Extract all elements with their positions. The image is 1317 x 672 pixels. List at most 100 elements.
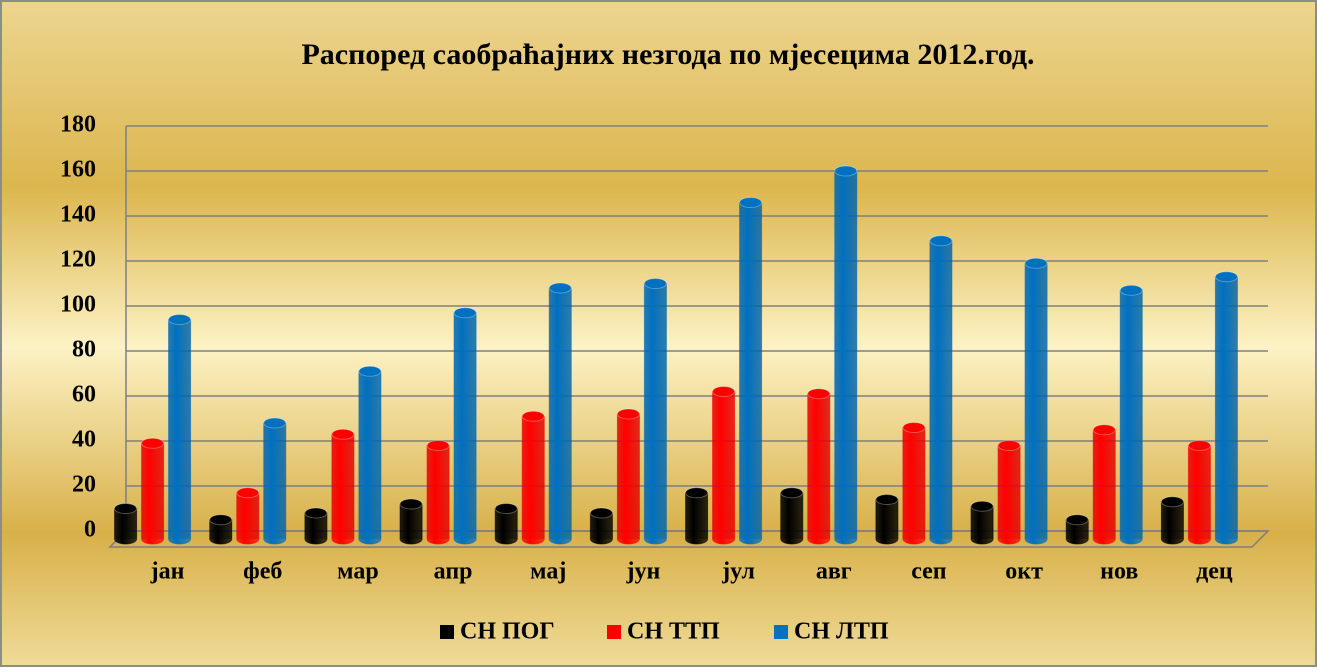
- bar: [929, 240, 953, 545]
- bar-top: [1092, 424, 1116, 436]
- bar: [399, 503, 423, 545]
- y-tick-label: 160: [60, 157, 96, 183]
- bar: [739, 202, 763, 545]
- x-tick-label: јул: [721, 559, 755, 585]
- bar: [1092, 429, 1116, 545]
- bar-top: [902, 422, 926, 433]
- x-tick-label: окт: [1005, 559, 1043, 585]
- x-tick-label: јун: [626, 559, 661, 585]
- bar: [875, 499, 899, 545]
- bar-top: [875, 494, 899, 505]
- bar-top: [236, 487, 260, 499]
- bar: [807, 393, 831, 545]
- bar: [685, 492, 709, 545]
- bar: [426, 445, 450, 545]
- y-tick-label: 60: [72, 382, 96, 408]
- x-tick-label: дец: [1196, 559, 1233, 585]
- bar: [1119, 289, 1143, 545]
- x-tick-label: јан: [150, 559, 185, 585]
- bar-top: [1214, 271, 1238, 283]
- y-tick-label: 120: [60, 247, 96, 273]
- bar: [834, 170, 858, 545]
- y-tick-label: 20: [72, 472, 96, 498]
- y-tick-label: 40: [72, 427, 96, 453]
- bar: [548, 287, 572, 545]
- bar: [970, 505, 994, 545]
- x-tick-label: мар: [337, 559, 379, 585]
- bar-top: [263, 417, 287, 429]
- bar-top: [358, 365, 382, 377]
- bar: [780, 492, 804, 545]
- y-tick-label: 80: [72, 337, 96, 363]
- bar-top: [494, 503, 518, 514]
- bar-top: [834, 165, 858, 177]
- x-tick-label: мај: [530, 559, 566, 585]
- bar: [1187, 445, 1211, 545]
- y-tick-label: 0: [84, 517, 96, 543]
- bar-top: [426, 440, 450, 451]
- bar: [263, 422, 287, 545]
- bar: [494, 508, 518, 545]
- legend-label: СН ПОГ: [460, 619, 555, 645]
- bar-top: [1065, 514, 1089, 526]
- legend-swatch: [440, 625, 454, 639]
- bar-top: [712, 386, 736, 397]
- bar: [304, 512, 328, 545]
- legend-swatch: [607, 625, 621, 639]
- x-tick-label: авг: [816, 559, 852, 585]
- bar-top: [141, 437, 165, 449]
- bar-top: [643, 278, 667, 289]
- legend-label: СН ЛТП: [794, 619, 889, 645]
- bar: [997, 445, 1021, 545]
- y-tick-label: 180: [60, 112, 96, 138]
- bar: [358, 370, 382, 545]
- bar: [331, 433, 355, 545]
- bar-top: [1024, 257, 1048, 269]
- bar: [589, 512, 613, 545]
- x-tick-label: сеп: [911, 559, 947, 585]
- legend-label: СН ТТП: [627, 619, 720, 645]
- bar-top: [331, 428, 355, 440]
- legend-swatch: [774, 625, 788, 639]
- bar: [168, 319, 192, 545]
- bar-top: [1187, 440, 1211, 451]
- bar: [712, 391, 736, 545]
- bar-top: [929, 235, 953, 247]
- bar-top: [739, 197, 763, 208]
- bar-top: [209, 514, 233, 526]
- x-tick-label: феб: [243, 559, 282, 585]
- bar: [209, 519, 233, 545]
- bar-top: [114, 503, 138, 514]
- bar: [1214, 276, 1238, 545]
- bar: [141, 442, 165, 545]
- bar-top: [399, 498, 423, 510]
- bar: [1024, 262, 1048, 545]
- bar-top: [616, 408, 640, 420]
- bar-top: [548, 282, 572, 294]
- bar-top: [521, 410, 545, 422]
- bar-top: [168, 314, 192, 325]
- bar-top: [807, 388, 831, 400]
- bar: [1065, 519, 1089, 545]
- bar-top: [997, 440, 1021, 451]
- bar: [1160, 501, 1184, 545]
- bar: [114, 508, 138, 545]
- bar-top: [304, 507, 328, 519]
- y-tick-label: 140: [60, 202, 96, 228]
- bar-top: [589, 507, 613, 519]
- bar: [902, 427, 926, 545]
- bar-top: [1160, 496, 1184, 508]
- bar: [236, 492, 260, 545]
- bar: [521, 415, 545, 545]
- x-tick-label: нов: [1100, 559, 1138, 585]
- bar: [643, 283, 667, 545]
- bar: [453, 312, 477, 545]
- y-tick-label: 100: [60, 292, 96, 318]
- chart-title: Распоред саобраћајних незгода по мјесеци…: [301, 38, 1034, 71]
- bar-top: [1119, 284, 1143, 296]
- bar-top: [780, 487, 804, 499]
- bar-top: [685, 487, 709, 499]
- x-tick-label: апр: [434, 559, 473, 585]
- bar-top: [453, 307, 477, 319]
